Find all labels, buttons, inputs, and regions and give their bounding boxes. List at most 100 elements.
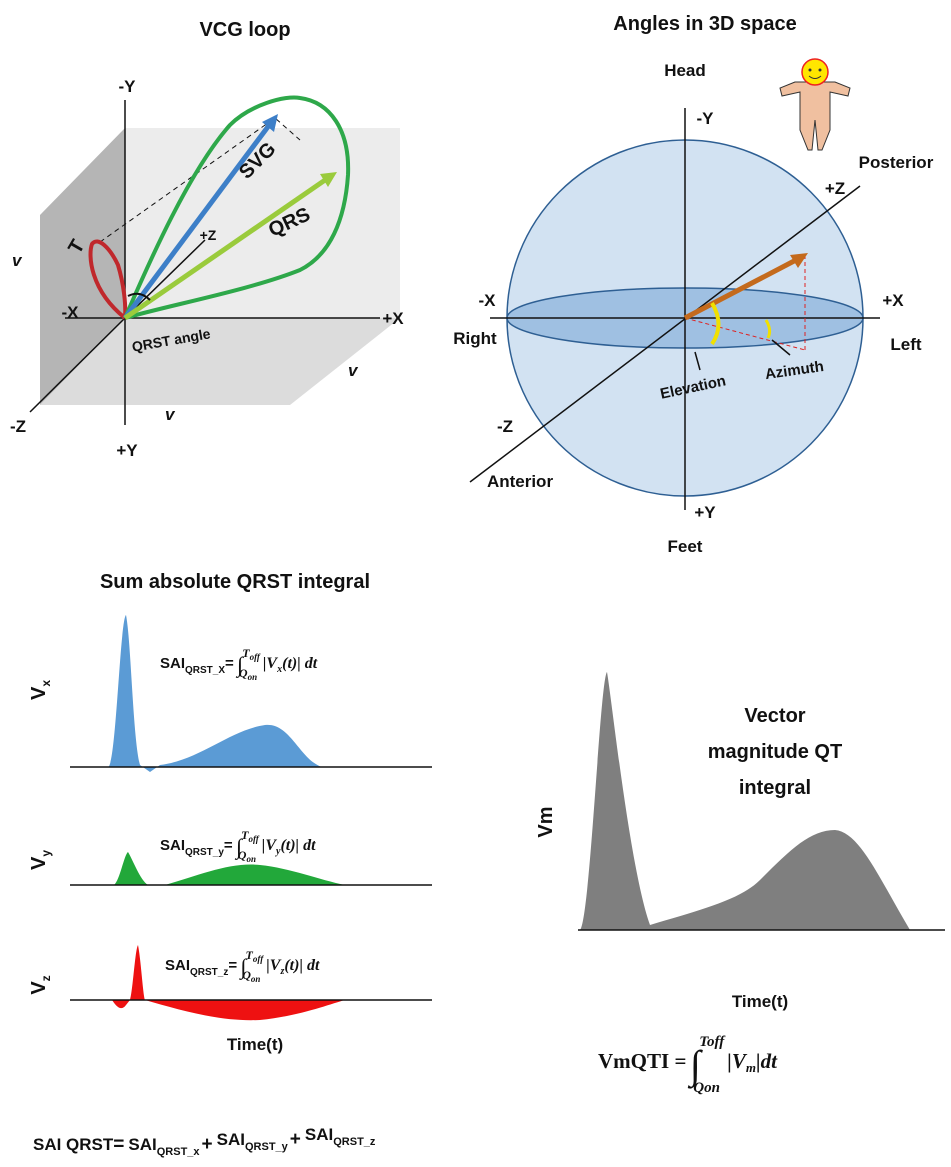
axis-label: +Z — [825, 179, 845, 198]
formula-text: |Vz(t)| dt — [266, 957, 320, 977]
total-lhs: SAI QRST — [33, 1135, 114, 1154]
label: Head — [664, 61, 706, 80]
formula-body: |V — [263, 655, 279, 672]
axis-label: -X — [62, 303, 80, 322]
lower-limit: Q — [239, 666, 248, 680]
left-face — [40, 128, 125, 405]
upper-limit: T — [246, 948, 254, 962]
formula-text: Qon — [242, 968, 260, 984]
formula-text: Toff — [699, 1034, 726, 1050]
bottom-face — [40, 318, 400, 405]
formula-text: Qon — [238, 848, 256, 864]
axis-label: +X — [382, 309, 404, 328]
formula-sub: x — [276, 664, 282, 675]
label: Feet — [668, 537, 703, 556]
label: Anterior — [487, 472, 554, 491]
integral-sign: ∫ — [687, 1042, 703, 1089]
title: Angles in 3D space — [613, 13, 796, 35]
formula-sub: QRST_z — [190, 967, 228, 978]
formula-text: |Vm|dt — [727, 1049, 778, 1075]
formula-sub: QRST_y — [185, 847, 224, 858]
lead-label: Vy — [28, 850, 53, 870]
title-line: magnitude QT — [708, 741, 842, 763]
formula-text: Toff — [242, 646, 261, 662]
axis-label: -X — [479, 291, 497, 310]
lower-limit-sub: on — [246, 854, 256, 864]
total-term: SAI — [305, 1125, 333, 1144]
formula-text: |Vy(t)| dt — [262, 837, 316, 857]
total-term-sub: QRST_x — [157, 1146, 201, 1158]
formula-body: (t)| dt — [282, 655, 318, 672]
formula-sub: m — [746, 1060, 756, 1075]
total-plus: + — [202, 1134, 213, 1155]
x-label: Time(t) — [732, 992, 788, 1011]
axis-label: -Z — [497, 417, 513, 436]
lead-label-main: V — [28, 856, 50, 870]
formula-body: (t)| dt — [284, 957, 320, 974]
angle-arc — [127, 292, 151, 301]
formula-body: |V — [266, 957, 282, 974]
upper-limit-sub: off — [253, 954, 264, 964]
dashed — [99, 117, 301, 243]
formula-text: Toff — [246, 948, 265, 964]
angles-panel: Angles in 3D space Head -Y Posterior +Z … — [453, 13, 933, 556]
t-loop — [88, 239, 128, 320]
y-label: Vm — [535, 806, 557, 837]
baselines — [70, 766, 432, 1001]
formula-lhs: SAI — [160, 655, 185, 672]
lead-x-area — [108, 615, 322, 772]
formula-eq: = — [225, 655, 234, 672]
qrs-loop — [123, 95, 351, 320]
formula-sub: QRST_X — [185, 665, 225, 676]
title-line: Vector — [744, 705, 805, 727]
elevation-arc — [710, 301, 721, 346]
lead-y-area — [114, 852, 345, 885]
title-line: integral — [739, 777, 811, 799]
integral-sign: ∫ — [236, 652, 245, 678]
title: VCG loop — [199, 19, 290, 41]
formula-sub: z — [279, 966, 284, 977]
formula-body: (t)| dt — [280, 837, 316, 854]
vcg-panel: VCG loop -Y +Y -X +X -Z +Z v v v T SVG Q… — [10, 19, 404, 460]
formula-body: |V — [262, 837, 278, 854]
v-label: v — [348, 361, 359, 380]
label: Left — [890, 335, 922, 354]
arrowhead — [790, 253, 808, 268]
title: Sum absolute QRST integral — [100, 571, 370, 593]
formula-lhs: SAI — [160, 837, 185, 854]
vm-panel: Vector magnitude QT integral Vm Time(t) — [535, 672, 945, 1011]
total-eq: = — [113, 1134, 124, 1155]
integral-sign: ∫ — [239, 954, 248, 980]
lead-label-main: V — [28, 981, 50, 995]
formula-body: |V — [727, 1049, 748, 1073]
arrowhead — [262, 114, 278, 132]
total-term: SAI — [128, 1135, 156, 1154]
formula-lhs: SAI — [165, 957, 190, 974]
lower-limit-sub: on — [251, 974, 261, 984]
lead-label-sub: z — [39, 975, 53, 981]
label: Posterior — [859, 153, 934, 172]
total-term: SAI — [217, 1130, 245, 1149]
formula-lhs: VmQTI — [598, 1049, 669, 1073]
upper-limit: T — [241, 828, 249, 842]
person-icon — [779, 58, 851, 151]
lower-limit: Q — [242, 968, 251, 982]
sai-panel: Sum absolute QRST integral Time(t) — [70, 571, 432, 1054]
formula-text: SAIQRST_y= — [160, 837, 233, 858]
axis-label: +X — [882, 291, 904, 310]
upper-limit: T — [242, 646, 250, 660]
lead-label-sub: x — [39, 680, 53, 687]
pointer — [694, 351, 701, 371]
formula-text: SAIQRST_z= — [165, 957, 237, 978]
axis-label: +Z — [200, 227, 217, 243]
formula-eq: = — [224, 837, 233, 854]
lead-z-area — [112, 945, 345, 1021]
formula-text: |Vx(t)| dt — [263, 655, 318, 675]
lead-label: Vx — [28, 680, 53, 700]
projection — [684, 255, 806, 351]
qrs-arrow — [123, 175, 330, 321]
lower-limit-sub: on — [248, 672, 258, 682]
integral-sign: ∫ — [235, 834, 244, 860]
formula-text: Qon — [239, 666, 257, 682]
upper-limit-sub: off — [248, 834, 259, 844]
